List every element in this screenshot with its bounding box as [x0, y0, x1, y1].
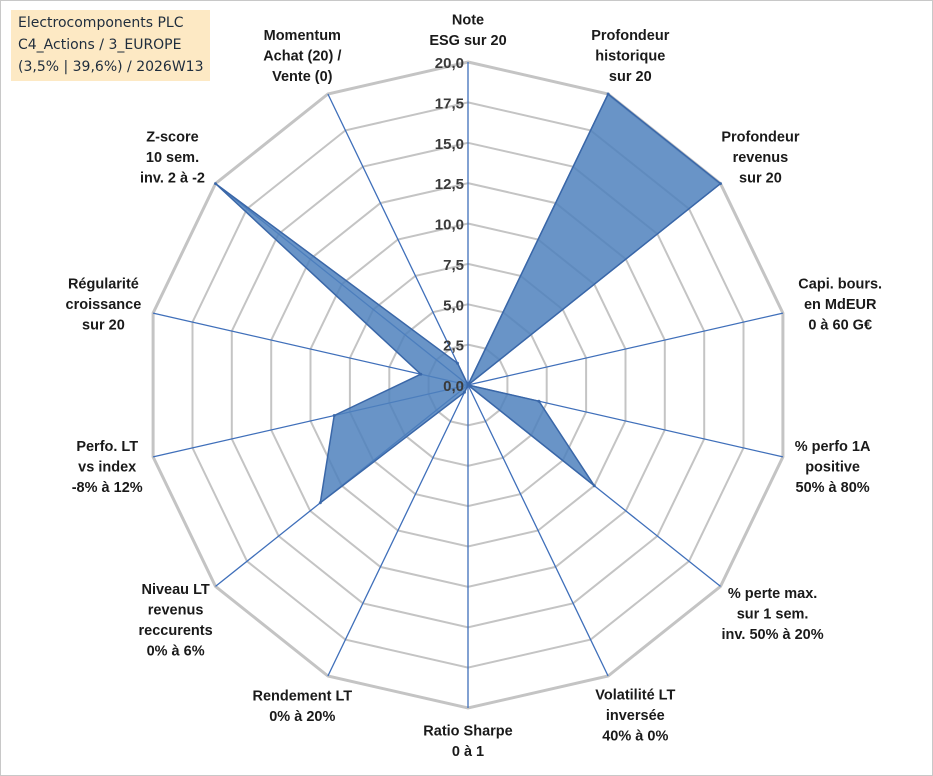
- series-area-1: [214, 93, 722, 504]
- tick-label: 17,5: [435, 95, 464, 112]
- spoke-4: [467, 312, 784, 386]
- data-point-8: [466, 383, 470, 387]
- axis-label-14: Momentum Achat (20) / Vente (0): [263, 28, 341, 85]
- axis-label-1: Note ESG sur 20: [429, 13, 506, 50]
- axis-label-11: Perfo. LT vs index -8% à 12%: [72, 439, 143, 496]
- title-line-3: (3,5% | 39,6%) / 2026W13: [18, 59, 204, 75]
- axis-label-7: Volatilité LT inversée 40% à 0%: [595, 687, 675, 744]
- radar-series: [214, 92, 722, 505]
- data-point-11: [332, 414, 336, 417]
- axis-label-6: % perte max. sur 1 sem. inv. 50% à 20%: [722, 586, 824, 643]
- tick-label: 0,0: [443, 378, 464, 395]
- spoke-14: [327, 93, 469, 386]
- title-line-2: C4_Actions / 3_EUROPE: [18, 37, 182, 53]
- tick-label: 15,0: [435, 136, 464, 153]
- data-point-12: [419, 372, 423, 376]
- axis-label-12: Régularité croissance sur 20: [66, 276, 142, 333]
- tick-label: 2,5: [443, 338, 464, 355]
- axis-label-4: Capi. bours. en MdEUR 0 à 60 G€: [798, 276, 882, 333]
- axis-label-2: Profondeur historique sur 20: [591, 28, 669, 85]
- data-point-3: [719, 182, 722, 186]
- tick-label: 10,0: [435, 217, 464, 234]
- axis-label-10: Niveau LT revenus reccurents 0% à 6%: [139, 582, 213, 660]
- data-point-5: [537, 399, 541, 403]
- data-point-10: [318, 501, 322, 505]
- radial-tick-labels: 0,0 2,5 5,0 7,5 10,0 12,5 15,0 17,5 20,0: [435, 55, 464, 395]
- tick-label: 20,0: [435, 55, 464, 72]
- axis-label-13: Z-score 10 sem. inv. 2 à -2: [140, 130, 205, 187]
- chart-title-box: Electrocomponents PLC C4_Actions / 3_EUR…: [11, 10, 210, 81]
- axis-labels: Note ESG sur 20 Profondeur historique sur 20…: [66, 13, 883, 761]
- spoke-12: [152, 312, 469, 386]
- axis-label-8: Ratio Sharpe 0 à 1: [423, 724, 512, 761]
- axis-label-5: % perfo 1A positive 50% à 80%: [795, 439, 871, 496]
- axis-label-3: Profondeur revenus sur 20: [721, 130, 799, 187]
- axis-label-9: Rendement LT 0% à 20%: [252, 688, 352, 725]
- data-point-2: [606, 92, 610, 96]
- tick-label: 12,5: [435, 176, 464, 193]
- spoke-9: [327, 384, 469, 677]
- data-point-6: [592, 484, 596, 488]
- tick-label: 5,0: [443, 297, 464, 314]
- data-point-9: [463, 390, 466, 394]
- data-point-14: [456, 361, 459, 365]
- spoke-7: [467, 384, 609, 677]
- data-point-13: [214, 182, 217, 186]
- title-line-1: Electrocomponents PLC: [18, 15, 184, 31]
- tick-label: 7,5: [443, 257, 464, 274]
